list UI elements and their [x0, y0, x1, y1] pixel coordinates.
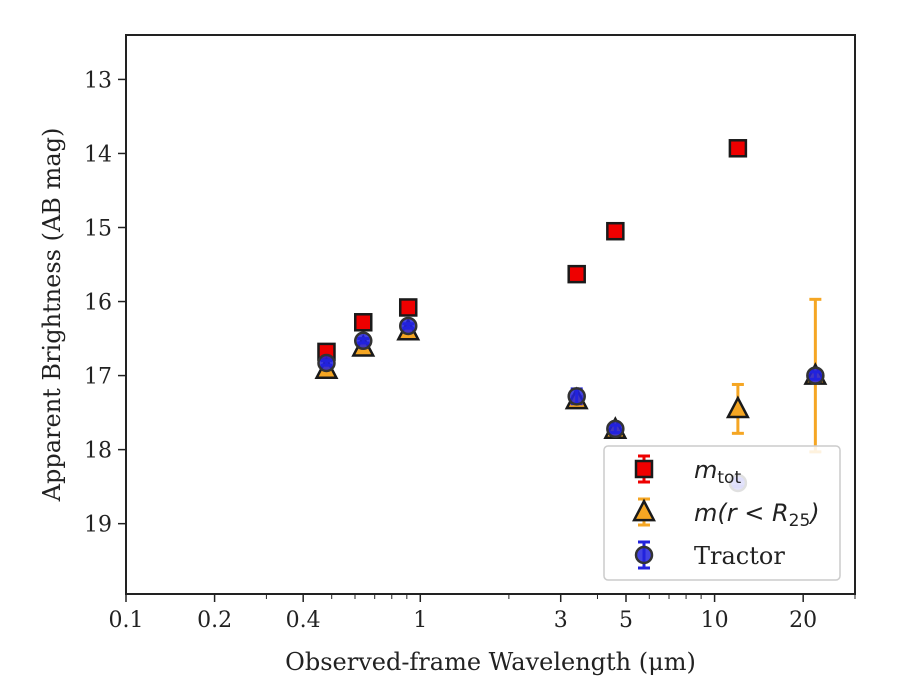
- x-tick-label: 0.4: [286, 608, 321, 633]
- data-point: [606, 419, 625, 439]
- y-tick-label: 15: [84, 217, 112, 242]
- x-tick-label: 5: [619, 608, 633, 633]
- legend-marker: [632, 498, 656, 522]
- data-point: [317, 353, 336, 373]
- data-point: [725, 395, 750, 419]
- y-tick-label: 19: [84, 513, 112, 538]
- x-tick-label: 0.1: [109, 608, 144, 633]
- y-axis-label: Apparent Brightness (AB mag): [38, 128, 66, 503]
- x-tick-label: 10: [701, 608, 729, 633]
- legend-marker: [634, 459, 654, 479]
- data-point: [806, 366, 825, 385]
- data-point: [398, 298, 418, 317]
- data-point: [354, 331, 373, 351]
- x-tick-label: 1: [413, 608, 427, 633]
- data-points: [314, 139, 828, 493]
- data-point: [606, 221, 625, 241]
- y-tick-label: 16: [84, 291, 112, 316]
- y-tick-label: 18: [84, 439, 112, 464]
- legend-entry: m(r < R25): [632, 497, 820, 531]
- data-point: [567, 264, 586, 284]
- data-point: [728, 139, 748, 158]
- y-tick-label: 13: [84, 68, 112, 93]
- legend-marker: [634, 545, 654, 565]
- y-tick-label: 17: [84, 365, 112, 390]
- x-tick-label: 0.2: [197, 608, 232, 633]
- legend-entry: mtot: [634, 454, 741, 488]
- y-tick-label: 14: [84, 142, 112, 167]
- legend-label: mtot: [694, 456, 741, 488]
- series-triangle: [314, 297, 828, 454]
- x-tick-label: 20: [789, 608, 817, 633]
- legend: mtot m(r < R25) Tractor: [603, 445, 841, 581]
- x-axis-label: Observed-frame Wavelength (μm): [285, 648, 696, 676]
- data-point: [567, 387, 586, 406]
- data-point: [354, 313, 373, 332]
- legend-box: [603, 445, 841, 581]
- legend-label: Tractor: [694, 542, 785, 570]
- x-tick-label: 3: [554, 608, 568, 633]
- data-point: [398, 316, 418, 336]
- legend-label: m(r < R25): [694, 499, 820, 531]
- legend-entry: Tractor: [634, 540, 785, 570]
- plot-frame: [125, 34, 856, 595]
- series-square: [317, 139, 748, 362]
